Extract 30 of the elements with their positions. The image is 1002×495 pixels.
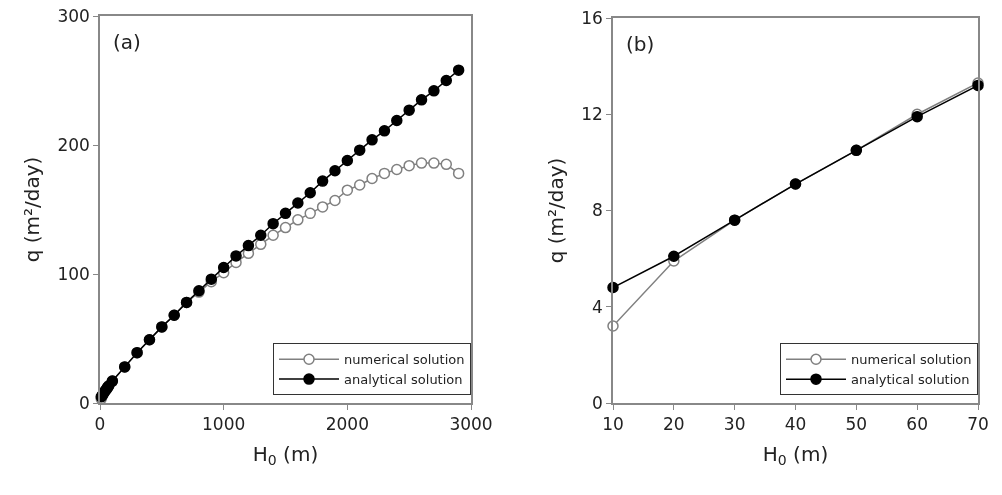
x-tick-label: 10 [602, 414, 624, 435]
legend-label: numerical solution [851, 352, 972, 368]
x-tick-label: 0 [94, 414, 106, 435]
annotation: (b) [626, 32, 655, 56]
y-tick-label: 100 [57, 263, 90, 284]
x-tick-label: 2000 [325, 414, 369, 435]
annotation: (a) [113, 30, 141, 54]
y-axis-title: q (m²/day) [20, 156, 45, 263]
y-tick-label: 0 [592, 392, 603, 413]
y-tick-label: 8 [592, 200, 603, 221]
x-tick-label: 70 [967, 414, 989, 435]
x-tick-label: 20 [663, 414, 685, 435]
x-tick-label: 50 [845, 414, 868, 435]
x-axis-title: H$_{0}$ (m) [252, 442, 319, 469]
y-tick-label: 0 [79, 392, 90, 413]
y-axis-title: q (m²/day) [544, 157, 569, 264]
legend-label: analytical solution [344, 372, 463, 388]
legend-label: numerical solution [344, 352, 465, 368]
y-tick-label: 300 [57, 5, 90, 26]
y-tick-label: 16 [581, 7, 603, 28]
legend-label: analytical solution [851, 372, 970, 388]
x-tick-label: 30 [723, 414, 746, 435]
y-tick-label: 200 [57, 134, 90, 155]
x-tick-label: 40 [784, 414, 807, 435]
x-tick-label: 3000 [449, 414, 493, 435]
y-tick-label: 12 [581, 104, 603, 125]
x-tick-label: 60 [906, 414, 928, 435]
y-tick-label: 4 [592, 296, 603, 317]
x-axis-title: H$_{0}$ (m) [762, 442, 829, 469]
x-tick-label: 1000 [202, 414, 246, 435]
